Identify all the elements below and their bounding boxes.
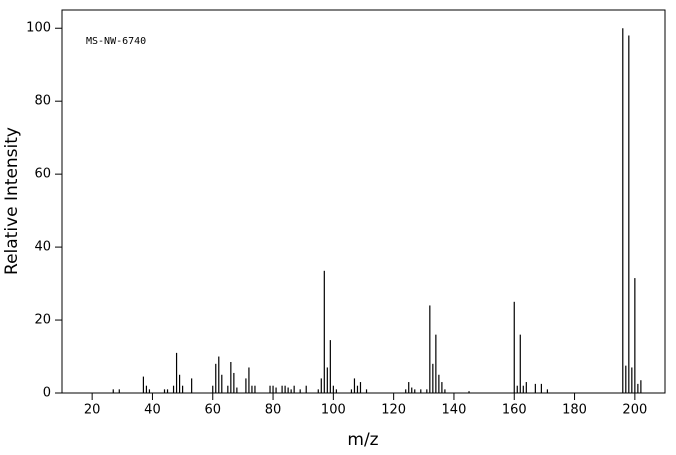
plot-frame bbox=[61, 9, 666, 394]
x-tick-label: 40 bbox=[144, 403, 161, 418]
x-tick-label: 160 bbox=[502, 403, 527, 418]
y-tick-label: 60 bbox=[34, 167, 51, 182]
x-tick-label: 120 bbox=[381, 403, 406, 418]
x-tick-label: 200 bbox=[622, 403, 647, 418]
x-tick-label: 100 bbox=[321, 403, 346, 418]
x-tick-label: 140 bbox=[442, 403, 467, 418]
x-tick-label: 180 bbox=[562, 403, 587, 418]
x-tick-label: 60 bbox=[204, 403, 221, 418]
y-tick-label: 20 bbox=[34, 313, 51, 328]
y-tick-label: 0 bbox=[43, 386, 51, 401]
y-tick-label: 40 bbox=[34, 240, 51, 255]
y-axis-label: Relative Intensity bbox=[2, 127, 22, 275]
x-tick-label: 80 bbox=[265, 403, 282, 418]
x-tick-label: 20 bbox=[84, 403, 101, 418]
y-tick-label: 80 bbox=[34, 94, 51, 109]
x-axis-label: m/z bbox=[347, 430, 378, 450]
y-tick-label: 100 bbox=[26, 21, 51, 36]
annotation: MS-NW-6740 bbox=[86, 36, 146, 47]
